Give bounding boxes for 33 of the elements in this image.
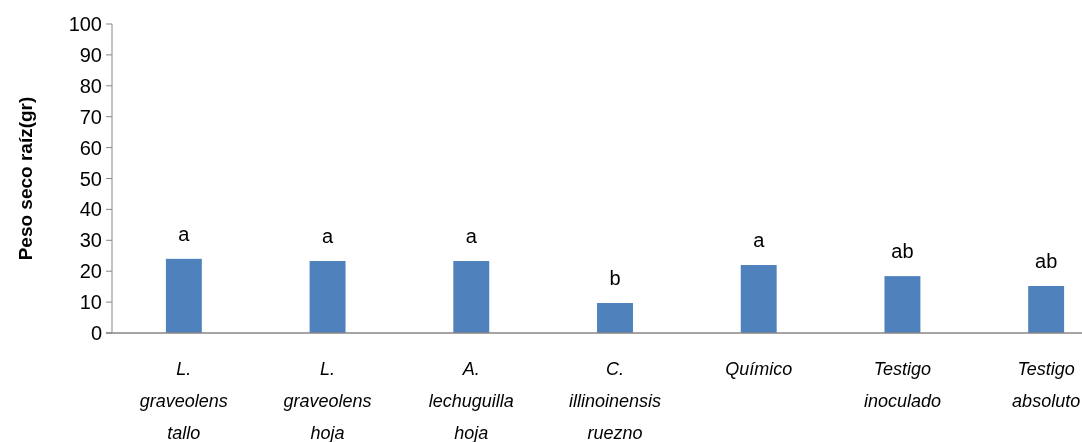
y-tick-label: 60 xyxy=(79,136,102,159)
bar xyxy=(1028,286,1065,333)
bar xyxy=(309,261,346,333)
x-tick-label: C. illinoinensis ruezno xyxy=(568,359,662,442)
x-tick-label: L. graveolens tallo xyxy=(139,359,228,442)
annotation: a xyxy=(465,225,478,247)
bar xyxy=(597,303,633,333)
bar xyxy=(884,276,921,333)
y-tick-label: 80 xyxy=(79,74,102,97)
y-tick-label: 100 xyxy=(68,13,102,35)
annotation: b xyxy=(609,267,621,290)
y-tick-label: 0 xyxy=(90,322,102,344)
y-tick-label: 90 xyxy=(79,43,102,66)
bar xyxy=(165,258,202,333)
x-tick-label: Químico xyxy=(725,359,793,379)
y-tick-label: 10 xyxy=(79,291,102,314)
annotation: ab xyxy=(891,240,914,263)
y-tick-label: 30 xyxy=(79,229,102,252)
y-tick-label: 70 xyxy=(79,105,102,128)
bar xyxy=(453,261,490,333)
y-tick-label: 20 xyxy=(79,260,102,283)
annotation: a xyxy=(322,225,335,247)
annotation: a xyxy=(178,222,191,245)
y-tick-label: 40 xyxy=(79,198,102,221)
x-tick-label: L. graveolens hoja xyxy=(283,359,372,442)
x-tick-label: Testigo absoluto xyxy=(1012,359,1081,411)
annotation: a xyxy=(753,229,766,252)
y-axis-title: Peso seco raíz(gr) xyxy=(15,96,36,261)
x-tick-label: Testigo inoculado xyxy=(863,359,941,411)
x-tick-label: A. lechuguilla hoja xyxy=(428,359,514,442)
bar xyxy=(740,265,777,333)
annotation: ab xyxy=(1035,250,1058,273)
y-tick-label: 50 xyxy=(79,167,102,190)
